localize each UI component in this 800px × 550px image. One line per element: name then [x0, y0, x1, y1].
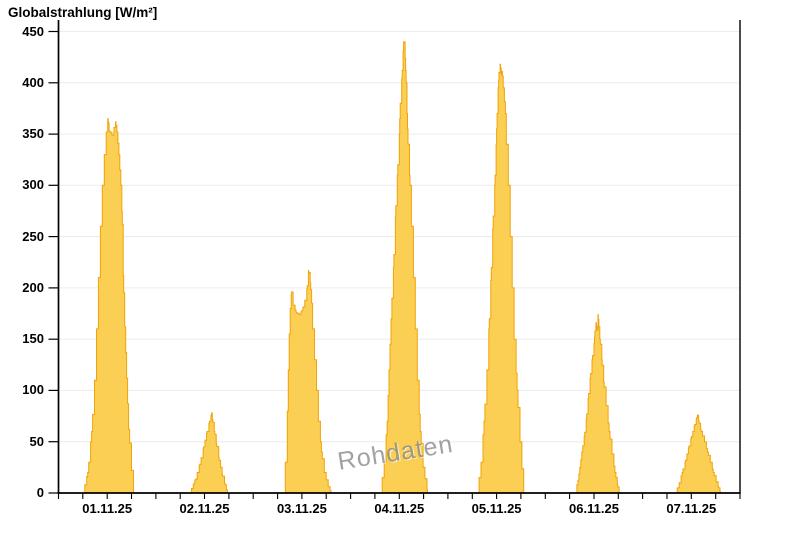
y-tick-label-50: 50: [29, 433, 44, 449]
y-tick-label-450: 450: [22, 23, 44, 39]
x-tick-label-04.11.25: 04.11.25: [374, 501, 425, 516]
y-tick-label-150: 150: [22, 331, 44, 347]
y-tick-label-0: 0: [36, 485, 44, 500]
x-tick-label-03.11.25: 03.11.25: [276, 501, 327, 516]
x-tick-label-06.11.25: 06.11.25: [569, 501, 619, 516]
radiation-area-01.11.25: [82, 118, 134, 494]
gridlines: [58, 31, 740, 443]
x-tick-label-01.11.25: 01.11.25: [82, 501, 133, 516]
x-tick-label-05.11.25: 05.11.25: [471, 501, 522, 516]
radiation-area-06.11.25: [575, 314, 620, 494]
axis-lines: [57, 20, 741, 494]
radiation-area-03.11.25: [283, 270, 332, 494]
y-tick-label-250: 250: [22, 228, 44, 244]
radiation-area-04.11.25: [380, 41, 428, 494]
radiation-area-07.11.25: [675, 414, 721, 494]
y-tick-label-300: 300: [22, 177, 44, 193]
radiation-area-05.11.25: [477, 63, 525, 494]
watermark-rohdaten: Rohdaten: [335, 429, 456, 476]
x-tick-label-02.11.25: 02.11.25: [179, 501, 230, 516]
axis-ticks: [48, 30, 741, 499]
x-tick-label-07.11.25: 07.11.25: [666, 501, 717, 516]
y-tick-label-400: 400: [22, 74, 44, 90]
y-tick-label-200: 200: [22, 279, 44, 295]
y-tick-label-100: 100: [22, 382, 44, 398]
y-tick-label-350: 350: [22, 126, 44, 142]
chart-title: Globalstrahlung [W/m²]: [8, 5, 158, 20]
radiation-area-02.11.25: [189, 412, 228, 494]
daily-radiation-areas: [82, 41, 721, 494]
